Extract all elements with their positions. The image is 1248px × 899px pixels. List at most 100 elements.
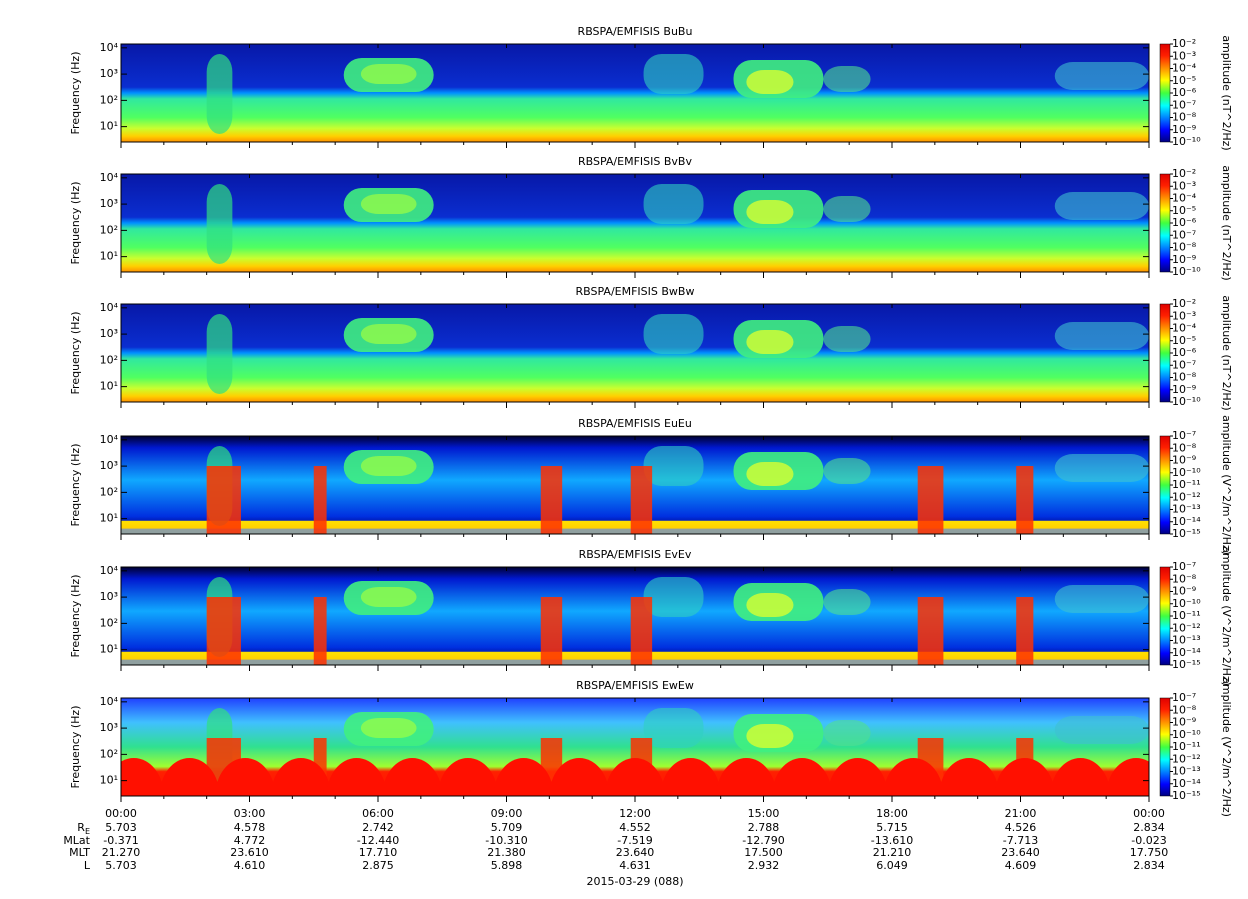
colorbar-label: amplitude (nT^2/Hz): [1220, 35, 1233, 150]
ephemeris-value: 17.500: [744, 846, 783, 859]
y-tick-label: 10³: [100, 327, 118, 340]
emission: [643, 184, 704, 224]
ephemeris-value: 4.609: [1005, 859, 1037, 872]
colorbar-tick-label: 10⁻¹¹: [1172, 740, 1201, 753]
ephemeris-value: 4.578: [234, 821, 266, 834]
emission: [716, 758, 777, 796]
ephemeris-value: 21.380: [487, 846, 526, 859]
emission: [1106, 758, 1149, 796]
spectrogram-bg: [121, 174, 1149, 272]
ephemeris-value: 4.552: [619, 821, 651, 834]
emission: [772, 758, 833, 796]
colorbar-label: amplitude (nT^2/Hz): [1220, 295, 1233, 410]
ephemeris-name: MLat: [63, 834, 90, 847]
emission: [1054, 585, 1149, 613]
colorbar: [1159, 435, 1171, 535]
emission: [549, 758, 610, 796]
y-tick-label: 10¹: [100, 380, 118, 393]
emission: [746, 724, 794, 748]
colorbar-tick-label: 10⁻³: [1172, 179, 1196, 192]
y-tick-label: 10²: [100, 353, 118, 366]
y-tick-label: 10¹: [100, 250, 118, 263]
ephemeris-value: 21.270: [102, 846, 141, 859]
ephemeris-value: 17.750: [1130, 846, 1169, 859]
colorbar-tick-label: 10⁻¹²: [1172, 621, 1201, 634]
colorbar-tick-label: 10⁻⁹: [1172, 585, 1196, 598]
ephemeris-value: 5.703: [105, 821, 137, 834]
ephemeris-value: 5.709: [491, 821, 523, 834]
colorbar-tick-label: 10⁻¹²: [1172, 752, 1201, 765]
emission: [540, 466, 563, 534]
colorbar-tick-label: 10⁻⁸: [1172, 111, 1197, 124]
panel-title: RBSPA/EMFISIS EwEw: [576, 679, 694, 692]
ephemeris-value: 2.875: [362, 859, 394, 872]
colorbar-tick-label: 10⁻²: [1172, 167, 1196, 180]
colorbar-tick-label: 10⁻⁹: [1172, 454, 1196, 467]
spectrogram: [121, 436, 1149, 534]
colorbar-label: amplitude (V^2/m^2/Hz): [1220, 415, 1233, 555]
ephemeris-value: 23.640: [616, 846, 655, 859]
colorbar-tick-label: 10⁻¹¹: [1172, 609, 1201, 622]
colorbar-label: amplitude (V^2/m^2/Hz): [1220, 677, 1233, 817]
emission: [1054, 192, 1149, 220]
colorbar: [1159, 43, 1171, 143]
ephemeris-value: 5.715: [876, 821, 908, 834]
ephemeris-value: 2.834: [1133, 821, 1165, 834]
y-tick-label: 10³: [100, 590, 118, 603]
colorbar-tick-label: 10⁻¹⁰: [1172, 265, 1201, 278]
emission: [270, 758, 331, 796]
emission: [360, 456, 417, 476]
emission: [1054, 716, 1149, 744]
emission: [746, 462, 794, 486]
emission: [1054, 322, 1149, 350]
y-tick-label: 10⁴: [100, 171, 119, 184]
ephemeris-value: 2.834: [1133, 859, 1165, 872]
panel-title: RBSPA/EMFISIS BuBu: [578, 25, 693, 38]
emission: [823, 720, 871, 746]
colorbar-tick-label: 10⁻¹³: [1172, 503, 1201, 516]
colorbar-tick-label: 10⁻⁷: [1172, 429, 1196, 442]
colorbar-tick-label: 10⁻⁸: [1172, 441, 1197, 454]
colorbar-tick-label: 10⁻¹⁰: [1172, 135, 1201, 148]
emission: [605, 758, 665, 796]
colorbar-tick-label: 10⁻⁹: [1172, 253, 1196, 266]
colorbar-tick-label: 10⁻⁹: [1172, 716, 1196, 729]
colorbar-tick-label: 10⁻²: [1172, 37, 1196, 50]
ephemeris-value: -12.440: [357, 834, 399, 847]
y-tick-label: 10¹: [100, 774, 118, 787]
colorbar-tick-label: 10⁻⁷: [1172, 358, 1196, 371]
colorbar-tick-label: 10⁻⁴: [1172, 322, 1197, 335]
colorbar: [1159, 303, 1171, 403]
y-tick-label: 10³: [100, 197, 118, 210]
colorbar-tick-label: 10⁻⁶: [1172, 346, 1197, 359]
emission: [823, 66, 871, 92]
ephemeris-value: 4.610: [234, 859, 266, 872]
emission: [360, 64, 417, 84]
colorbar-tick-label: 10⁻⁷: [1172, 98, 1196, 111]
ephemeris-name-main: MLat: [63, 834, 90, 847]
y-tick-label: 10²: [100, 616, 118, 629]
ephemeris-value: 4.631: [619, 859, 651, 872]
emission: [1054, 62, 1149, 90]
colorbar: [1159, 697, 1171, 797]
emission: [883, 758, 944, 796]
colorbar-tick-label: 10⁻⁶: [1172, 216, 1197, 229]
y-tick-label: 10²: [100, 223, 118, 236]
emission: [994, 758, 1055, 796]
ephemeris-value: -0.371: [103, 834, 138, 847]
x-tick-label: 15:00: [748, 807, 780, 820]
ephemeris-value: 23.640: [1001, 846, 1040, 859]
emission: [1050, 758, 1111, 796]
emission: [746, 200, 794, 224]
y-tick-label: 10²: [100, 747, 118, 760]
colorbar: [1159, 173, 1171, 273]
emission: [215, 758, 276, 796]
colorbar-tick-label: 10⁻⁸: [1172, 371, 1197, 384]
y-tick-label: 10⁴: [100, 433, 119, 446]
ephemeris-value: -7.519: [617, 834, 652, 847]
colorbar-tick-label: 10⁻⁷: [1172, 228, 1196, 241]
ephemeris-value: 4.772: [234, 834, 266, 847]
colorbar-tick-label: 10⁻⁷: [1172, 560, 1196, 573]
y-tick-label: 10¹: [100, 512, 118, 525]
